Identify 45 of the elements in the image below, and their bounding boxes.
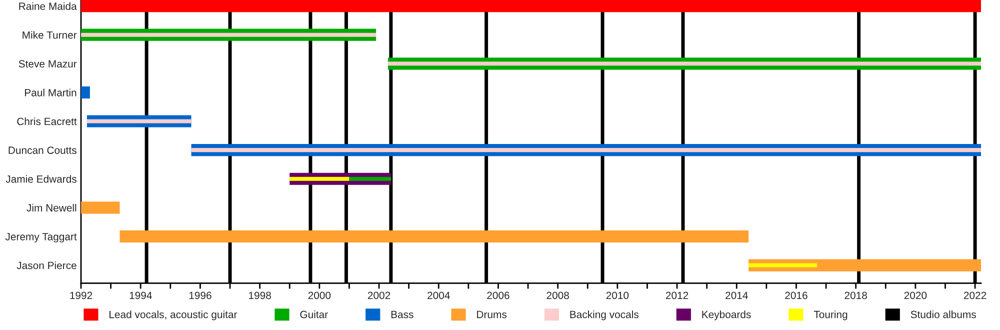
x-tick-label: 2008 [546, 292, 569, 300]
legend-label: Touring [814, 310, 848, 320]
x-tick-label: 1998 [249, 292, 271, 300]
bar [86, 119, 192, 124]
legend-label: Bass [391, 310, 414, 318]
y-tick-label: Chris Eacrett [17, 117, 77, 126]
x-tick-label: 2014 [726, 292, 748, 300]
bar [191, 148, 981, 152]
y-tick-label: Duncan Coutts [8, 146, 76, 154]
x-tick-label: 2002 [368, 292, 390, 300]
legend-label: Backing vocals [570, 310, 638, 320]
x-tick-label: 2020 [904, 292, 927, 300]
bar [81, 32, 376, 37]
bar [748, 259, 981, 272]
legend-label: Drums [477, 310, 507, 318]
y-tick-label: Steve Mazur [18, 60, 77, 68]
legend-label: Lead vocals, acoustic guitar [110, 310, 238, 320]
bar [81, 0, 981, 12]
x-tick-label: 1992 [70, 292, 92, 300]
x-tick-label: 2012 [666, 292, 688, 300]
bar [388, 62, 981, 66]
legend-label: Keyboards [702, 310, 751, 320]
legend-label: Studio albums [910, 310, 976, 318]
bar [81, 202, 120, 214]
x-tick-label: 2022 [964, 292, 986, 300]
x-tick-label: 1996 [189, 292, 212, 300]
x-tick-label: 2016 [785, 292, 808, 300]
x-tick-label: 2000 [308, 292, 331, 300]
legend-label: Guitar [300, 310, 328, 318]
y-tick-label: Raine Maida [19, 2, 77, 10]
y-tick-label: Jamie Edwards [6, 175, 76, 183]
x-tick-label: 1994 [130, 292, 152, 300]
y-tick-label: Jeremy Taggart [5, 233, 77, 242]
y-tick-label: Mike Turner [22, 31, 77, 39]
y-tick-label: Paul Martin [25, 88, 76, 96]
bar [748, 263, 818, 268]
bar [81, 86, 90, 99]
bar [290, 176, 350, 181]
y-tick-label: Jim Newell [26, 204, 76, 212]
x-tick-label: 2004 [428, 292, 450, 300]
x-tick-label: 2018 [844, 292, 867, 300]
bar [120, 230, 749, 243]
x-tick-label: 2006 [487, 292, 510, 300]
x-tick-label: 2010 [606, 292, 629, 300]
y-tick-label: Jason Pierce [16, 262, 76, 270]
